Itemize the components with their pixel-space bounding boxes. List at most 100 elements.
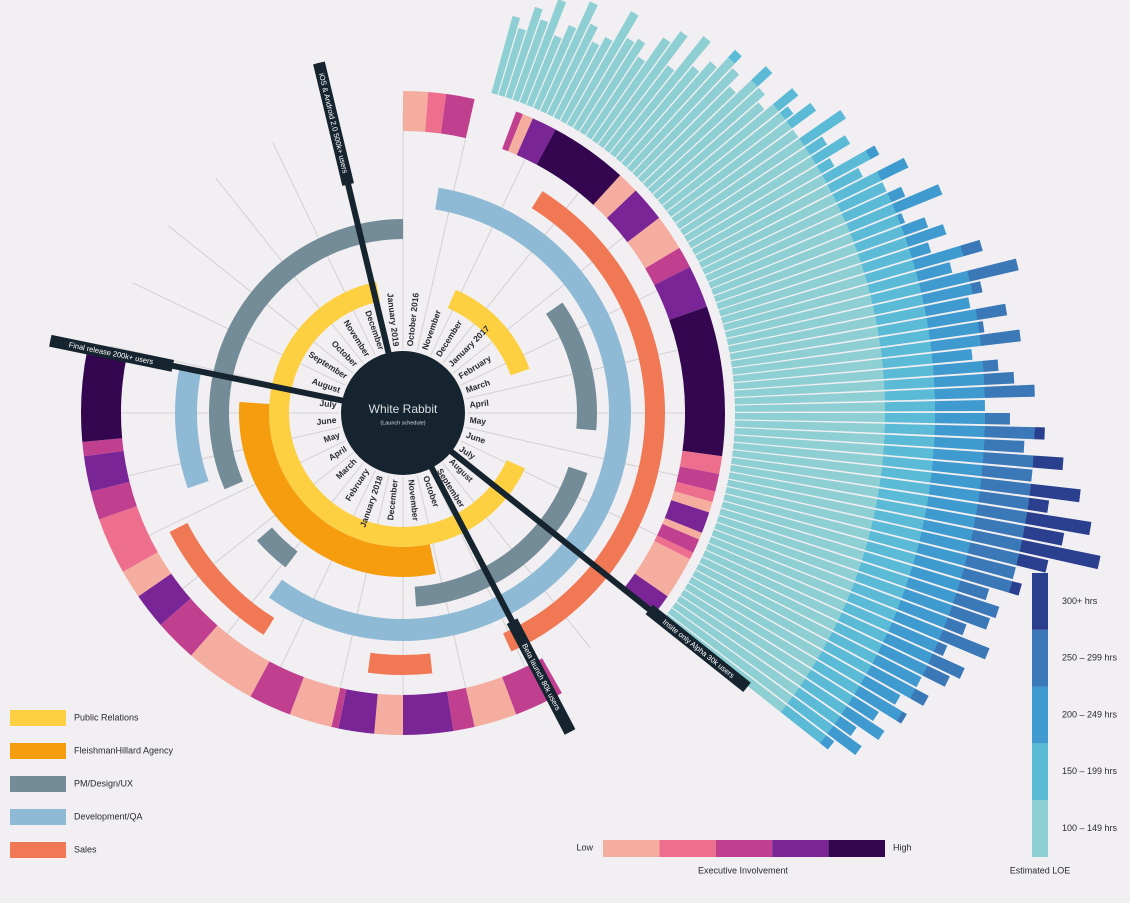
month-label: June xyxy=(316,415,337,427)
loe-bar xyxy=(573,37,635,132)
loe-bar xyxy=(733,442,1033,482)
track-segment xyxy=(209,219,403,490)
loe-bar xyxy=(734,420,1045,440)
loe-bar xyxy=(731,329,1021,375)
loe-bar xyxy=(734,413,1010,425)
loe-bar xyxy=(726,479,1101,570)
loe-bar xyxy=(667,102,817,217)
loe-bar xyxy=(728,297,971,353)
loe-bar xyxy=(579,38,646,136)
exec-segment xyxy=(99,506,158,572)
exec-legend-swatch xyxy=(828,840,885,857)
exec-segment xyxy=(676,466,720,492)
exec-segment xyxy=(90,481,137,520)
track-segment xyxy=(546,302,597,431)
loe-bar xyxy=(713,217,929,303)
loe-bar xyxy=(733,435,1064,471)
loe-bar xyxy=(491,15,521,95)
exec-segment xyxy=(83,450,130,492)
loe-bar xyxy=(695,563,922,688)
loe-bar xyxy=(705,543,948,657)
legend-swatch xyxy=(10,710,66,726)
exec-segment xyxy=(593,175,636,219)
legend-swatch xyxy=(10,776,66,792)
exec-segment xyxy=(671,491,713,513)
exec-segment xyxy=(606,190,660,243)
loe-legend-swatch xyxy=(1032,743,1048,801)
legend-label: PM/Design/UX xyxy=(74,778,133,788)
exec-segment xyxy=(289,677,341,727)
loe-bar xyxy=(725,486,1049,573)
exec-segment xyxy=(250,661,304,715)
loe-bar xyxy=(718,242,932,317)
loe-bar xyxy=(680,589,879,722)
loe-bar xyxy=(723,494,1016,580)
loe-bar xyxy=(680,136,828,236)
loe-bar xyxy=(705,186,906,282)
loe-bar xyxy=(734,427,1025,453)
exec-segment xyxy=(502,111,523,152)
loe-bar xyxy=(716,515,1000,619)
exec-segment xyxy=(664,500,710,533)
exec-segment xyxy=(440,93,475,139)
center-circle xyxy=(341,351,465,475)
exec-legend-title: Executive Involvement xyxy=(698,865,789,875)
loe-bar xyxy=(711,213,906,296)
exec-segment xyxy=(669,306,725,457)
loe-bar xyxy=(553,41,600,121)
loe-bar xyxy=(688,576,901,705)
loe-bar xyxy=(716,224,947,310)
loe-bar xyxy=(498,27,526,97)
month-label: June xyxy=(465,430,487,446)
month-spoke xyxy=(335,475,390,706)
loe-legend-label: 250 – 299 hrs xyxy=(1062,653,1118,663)
loe-bar xyxy=(526,35,562,108)
exec-segment xyxy=(338,689,378,734)
loe-bar xyxy=(609,36,711,158)
loe-bar xyxy=(729,464,1092,536)
loe-bar xyxy=(724,258,1019,339)
exec-segment xyxy=(81,348,127,442)
loe-bar xyxy=(672,602,857,736)
month-spoke xyxy=(132,440,346,544)
loe-bar xyxy=(734,384,1035,405)
exec-segment xyxy=(447,687,475,732)
loe-bar xyxy=(714,522,991,630)
loe-bar xyxy=(512,19,549,102)
milestone-label-band xyxy=(506,618,576,735)
loe-bar xyxy=(730,321,985,368)
loe-bar xyxy=(667,608,862,755)
exec-segment xyxy=(627,217,680,269)
legend-label: Development/QA xyxy=(74,811,143,821)
loe-bar xyxy=(733,359,999,390)
legend-swatch xyxy=(10,842,66,858)
loe-bar xyxy=(732,450,1081,503)
exec-segment xyxy=(507,114,533,155)
loe-legend-swatch xyxy=(1032,573,1048,630)
loe-bar xyxy=(626,49,742,173)
loe-bar xyxy=(684,135,851,242)
loe-bar xyxy=(688,158,835,249)
exec-segment xyxy=(657,523,700,553)
milestone-label-band xyxy=(645,604,751,693)
loe-bar xyxy=(653,102,765,200)
loe-bar xyxy=(708,184,943,289)
loe-bar xyxy=(675,110,847,230)
month-label: October 2016 xyxy=(405,292,421,347)
loe-legend-title: Estimated LOE xyxy=(1010,865,1071,875)
exec-segment xyxy=(122,552,172,597)
loe-bar xyxy=(671,129,799,224)
loe-bar xyxy=(734,371,1015,397)
legend-label: Public Relations xyxy=(74,712,139,722)
exec-segment xyxy=(679,450,723,475)
exec-legend-high: High xyxy=(893,842,912,852)
legend-swatch xyxy=(10,809,66,825)
loe-bar xyxy=(692,570,929,706)
loe-bar xyxy=(657,88,799,206)
track-segment xyxy=(447,289,530,376)
exec-segment xyxy=(465,677,517,727)
exec-legend-swatch xyxy=(772,840,829,857)
milestone-label-band xyxy=(49,334,174,372)
exec-legend-low: Low xyxy=(576,842,593,852)
